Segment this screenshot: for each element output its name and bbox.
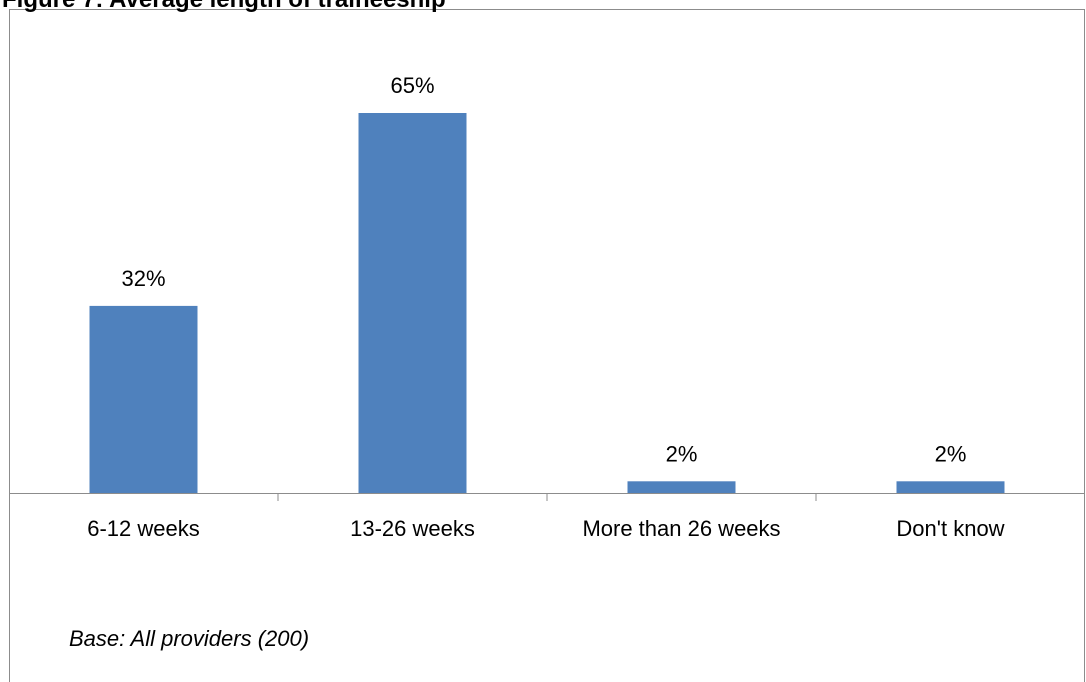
chart-frame <box>9 9 1085 682</box>
base-note: Base: All providers (200) <box>69 626 310 651</box>
data-label-2: 65% <box>390 73 434 98</box>
x-tick-label-3: More than 26 weeks <box>582 516 780 541</box>
x-tick-label-2: 13-26 weeks <box>350 516 475 541</box>
data-labels-layer: 32% 65% 2% 2% <box>121 73 966 466</box>
bar-4 <box>896 481 1005 493</box>
data-label-1: 32% <box>121 266 165 291</box>
bars-layer <box>89 113 1005 493</box>
chart-title: Figure 7: Average length of traineeship <box>2 0 446 14</box>
data-label-3: 2% <box>666 441 698 466</box>
data-label-4: 2% <box>935 441 967 466</box>
x-axis: 6-12 weeks 13-26 weeks More than 26 weeks D… <box>9 493 1085 541</box>
bar-1 <box>89 305 198 493</box>
x-tick-label-1: 6-12 weeks <box>87 516 200 541</box>
bar-2 <box>358 113 467 493</box>
bar-3 <box>627 481 736 493</box>
x-tick-label-4: Don't know <box>896 516 1004 541</box>
